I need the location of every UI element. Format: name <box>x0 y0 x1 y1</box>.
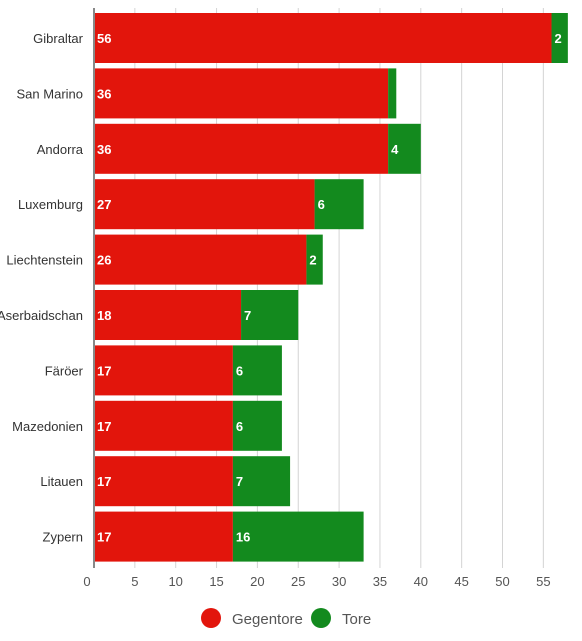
bar-gegentore <box>94 345 233 396</box>
x-tick-label: 40 <box>414 574 428 589</box>
category-labels: Gibraltar San Marino Andorra Luxemburg Liech… <box>0 31 84 545</box>
data-label: 16 <box>236 530 250 545</box>
data-label: 2 <box>555 31 562 46</box>
x-tick-label: 35 <box>373 574 387 589</box>
category-label: Gibraltar <box>33 31 84 46</box>
data-label: 36 <box>97 86 111 101</box>
data-label: 6 <box>236 419 243 434</box>
bar-gegentore <box>94 456 233 507</box>
bar-tore <box>232 456 291 507</box>
category-label: Mazedonien <box>12 419 83 434</box>
data-label: 4 <box>391 142 399 157</box>
category-label: Färöer <box>45 363 84 378</box>
category-label: Aserbaidschan <box>0 308 83 323</box>
bar-gegentore <box>94 234 307 285</box>
data-label: 18 <box>97 308 111 323</box>
data-label: 2 <box>309 253 316 268</box>
category-label: Luxemburg <box>18 197 83 212</box>
bar-gegentore <box>94 179 315 230</box>
legend-marker-tore <box>311 608 331 628</box>
bar-tore <box>314 179 364 230</box>
data-label: 17 <box>97 363 111 378</box>
x-tick-label: 55 <box>536 574 550 589</box>
x-tick-label: 50 <box>495 574 509 589</box>
category-label: Zypern <box>43 530 83 545</box>
bar-tore <box>388 68 397 119</box>
bar-tore <box>232 400 282 451</box>
bar-tore <box>232 511 364 562</box>
legend-label: Gegentore <box>232 611 303 628</box>
data-label: 17 <box>97 419 111 434</box>
x-tick-label: 25 <box>291 574 305 589</box>
x-tick-label: 45 <box>454 574 468 589</box>
data-label: 56 <box>97 31 111 46</box>
x-tick-label: 20 <box>250 574 264 589</box>
category-label: Andorra <box>37 142 84 157</box>
category-label: Litauen <box>40 474 83 489</box>
x-tick-label: 0 <box>83 574 90 589</box>
category-label: Liechtenstein <box>6 253 83 268</box>
data-label: 26 <box>97 253 111 268</box>
bar-tore <box>388 123 421 174</box>
bar-gegentore <box>94 290 242 340</box>
x-axis-ticks: 0 5 10 15 20 25 30 35 40 45 50 55 <box>83 574 550 589</box>
data-label: 17 <box>97 530 111 545</box>
data-label: 27 <box>97 197 111 212</box>
data-label: 6 <box>236 363 243 378</box>
bars: 56 2 36 36 4 27 6 26 2 18 7 17 6 17 6 17 7 17 16 <box>94 13 568 562</box>
bar-gegentore <box>94 13 552 63</box>
bar-tore <box>241 290 299 340</box>
x-tick-label: 30 <box>332 574 346 589</box>
bar-tore <box>551 13 568 63</box>
data-label: 7 <box>244 308 251 323</box>
bar-tore <box>306 234 323 285</box>
x-tick-label: 10 <box>168 574 182 589</box>
data-label: 7 <box>236 474 243 489</box>
bar-tore <box>232 345 282 396</box>
bar-gegentore <box>94 511 233 562</box>
bar-gegentore <box>94 400 233 451</box>
x-tick-label: 5 <box>131 574 138 589</box>
bar-gegentore <box>94 123 389 174</box>
x-tick-label: 15 <box>209 574 223 589</box>
legend-label: Tore <box>342 611 371 628</box>
data-label: 6 <box>318 197 325 212</box>
legend-marker-gegentore <box>201 608 221 628</box>
bar-gegentore <box>94 68 389 119</box>
data-label: 17 <box>97 474 111 489</box>
legend: Gegentore Tore <box>201 608 371 628</box>
data-label: 36 <box>97 142 111 157</box>
category-label: San Marino <box>17 86 83 101</box>
